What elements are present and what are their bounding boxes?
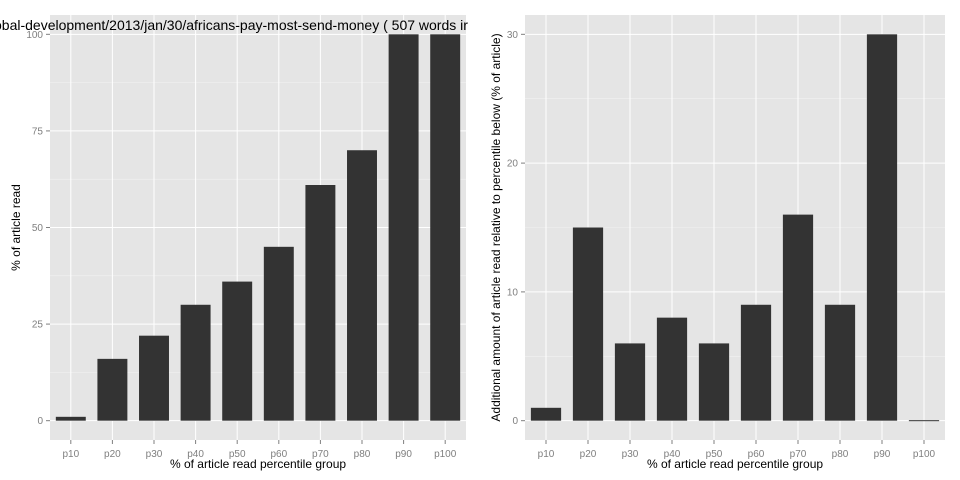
y-tick-label: 10 [507,287,519,298]
bar-p40 [656,317,688,421]
y-tick-label: 0 [37,416,43,427]
bar-p100 [430,34,461,421]
x-tick-label: p100 [913,449,936,460]
bar-p10 [530,407,562,421]
x-tick-label: p60 [748,449,765,460]
left-x-axis-title: % of article read percentile group [170,457,346,471]
x-tick-label: p100 [434,449,457,460]
y-tick-label: 30 [507,30,519,41]
bar-p80 [347,150,377,421]
bar-p90 [866,34,898,421]
right-chart: 0 10 20 30 p10 p20 p30 p40 p50 p60 p70 p80 p90 p100 %… [489,15,945,471]
right-x-axis-title: % of article read percentile group [647,457,823,471]
x-tick-label: p80 [354,449,371,460]
x-tick-label: p20 [104,449,121,460]
bar-p70 [305,185,336,421]
bar-p20 [572,227,604,421]
bar-p50 [222,281,253,421]
bar-p10 [55,416,86,421]
left-bars [55,34,461,421]
right-y-axis-title: Additional amount of article read relati… [489,33,503,421]
x-tick-label: p10 [62,449,79,460]
x-tick-label: p70 [312,449,329,460]
bar-p40 [180,304,211,421]
x-tick-label: p90 [874,449,891,460]
x-tick-label: p50 [706,449,723,460]
x-tick-label: p40 [664,449,681,460]
x-tick-label: p30 [146,449,163,460]
x-tick-label: p20 [580,449,597,460]
y-tick-label: 0 [512,416,518,427]
x-tick-label: p80 [832,449,849,460]
x-tick-label: p10 [538,449,555,460]
x-tick-label: p90 [395,449,412,460]
y-tick-label: 100 [26,30,43,41]
y-tick-label: 20 [507,159,519,170]
left-chart-title: obal-development/2013/jan/30/africans-pa… [0,17,468,33]
left-axis-ticks: 0 25 50 75 100 p10 p20 p30 p40 p50 p60 p70 p80 p90 p10… [26,30,456,460]
bar-p100 [908,420,940,422]
x-tick-label: p30 [622,449,639,460]
bar-p60 [263,246,294,421]
bar-p80 [824,304,856,421]
bar-p30 [139,335,169,421]
left-chart: 0 25 50 75 100 p10 p20 p30 p40 p50 p60 p70 p80 p90 p10… [0,15,468,471]
bar-p70 [782,214,814,421]
x-tick-label: p70 [790,449,807,460]
x-tick-label: p50 [229,449,246,460]
right-axis-ticks: 0 10 20 30 p10 p20 p30 p40 p50 p60 p70 p80 p90 p100 [507,30,936,460]
left-y-axis-title: % of article read [9,184,23,271]
x-tick-label: p40 [187,449,204,460]
y-tick-label: 50 [32,223,44,234]
bar-p20 [97,358,128,421]
bar-p60 [740,304,772,421]
bar-p50 [698,343,730,421]
x-tick-label: p60 [270,449,287,460]
right-bars [530,34,940,422]
bar-p30 [614,343,646,421]
y-tick-label: 75 [32,126,44,137]
bar-p90 [388,34,419,421]
y-tick-label: 25 [32,320,44,331]
